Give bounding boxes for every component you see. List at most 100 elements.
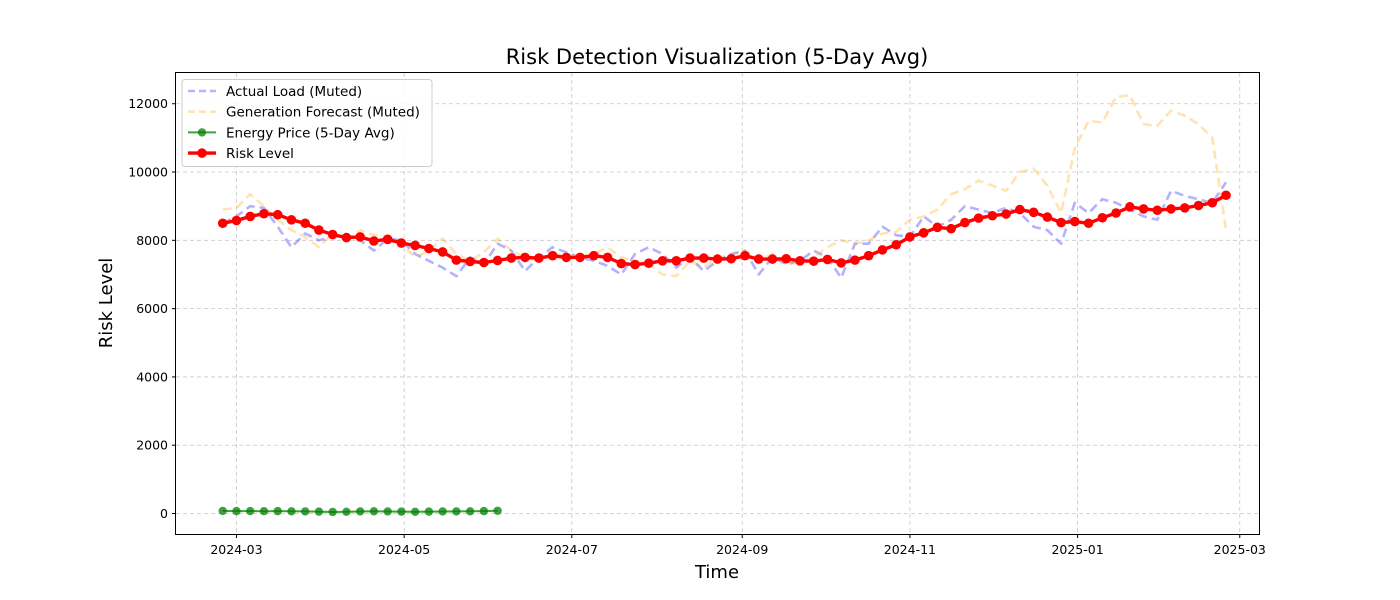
- x-axis: 2024-03 2024-05 2024-07 2024-09 2024-11 2025-…: [210, 534, 1266, 557]
- legend-item-3: Energy Price (5-Day Avg): [188, 125, 395, 141]
- plot-frame: [175, 72, 1260, 535]
- data-point: [218, 506, 227, 516]
- data-point: [493, 506, 502, 515]
- legend-marker: [197, 128, 207, 137]
- data-point: [987, 210, 998, 221]
- data-point: [437, 247, 448, 257]
- data-point: [259, 506, 269, 516]
- data-point: [1070, 216, 1080, 227]
- y-tick-label: 0: [160, 506, 168, 521]
- data-point: [272, 209, 283, 220]
- data-point: [561, 252, 572, 263]
- data-point: [300, 507, 310, 516]
- data-point: [643, 258, 654, 269]
- legend-label: Generation Forecast (Muted): [226, 105, 420, 121]
- data-point: [245, 211, 256, 222]
- data-point: [781, 253, 792, 264]
- data-point: [479, 506, 489, 516]
- data-point: [300, 218, 310, 229]
- data-point: [973, 213, 984, 223]
- data-point: [259, 208, 269, 219]
- data-point: [932, 222, 943, 233]
- data-point: [465, 507, 475, 516]
- data-point: [1207, 197, 1218, 208]
- data-point: [1221, 190, 1231, 201]
- y-tick-label: 2000: [136, 438, 168, 453]
- data-point: [314, 507, 324, 516]
- data-point: [287, 507, 296, 516]
- data-point: [1193, 200, 1204, 211]
- x-tick-label: 2024-11: [884, 542, 936, 557]
- data-point: [547, 250, 558, 261]
- x-tick-label: 2024-07: [546, 542, 598, 557]
- data-point: [808, 256, 819, 266]
- data-point: [1056, 217, 1066, 228]
- data-point: [602, 252, 613, 263]
- data-point: [342, 507, 351, 517]
- data-point: [355, 232, 365, 242]
- data-point: [452, 507, 461, 516]
- data-point: [382, 234, 393, 245]
- data-point: [424, 243, 434, 254]
- data-point: [1042, 212, 1053, 222]
- data-point: [286, 215, 297, 225]
- data-point: [1028, 207, 1039, 218]
- data-point: [630, 259, 640, 270]
- legend-label: Energy Price (5-Day Avg): [226, 125, 395, 141]
- y-tick-label: 6000: [136, 301, 168, 316]
- y-axis-title: Risk Level: [96, 258, 117, 349]
- data-point: [1111, 208, 1121, 218]
- data-point: [671, 256, 682, 266]
- data-point: [685, 253, 695, 263]
- data-point: [217, 218, 228, 229]
- data-point: [341, 232, 352, 243]
- data-point: [1152, 205, 1163, 216]
- data-point: [328, 507, 337, 517]
- data-point: [520, 252, 530, 263]
- x-tick-label: 2025-03: [1214, 542, 1266, 557]
- legend-item-1: Actual Load (Muted): [188, 84, 362, 100]
- data-point: [946, 223, 956, 234]
- data-point: [231, 215, 242, 226]
- data-point: [232, 506, 241, 516]
- data-point: [410, 507, 420, 517]
- data-point: [492, 255, 503, 266]
- legend-marker: [197, 148, 207, 158]
- data-point: [1015, 204, 1025, 215]
- data-point: [905, 232, 915, 242]
- data-point: [877, 245, 888, 255]
- data-point: [327, 229, 338, 240]
- data-point: [740, 250, 750, 261]
- data-point: [712, 254, 723, 264]
- x-tick-label: 2024-09: [716, 542, 768, 557]
- data-point: [822, 254, 833, 265]
- data-point: [383, 507, 392, 516]
- x-axis-title: Time: [694, 562, 739, 583]
- data-point: [575, 252, 585, 263]
- data-point: [369, 236, 379, 246]
- series-layer: [217, 93, 1231, 517]
- grid: [176, 73, 1259, 534]
- data-point: [506, 253, 517, 263]
- data-point: [355, 507, 365, 516]
- data-point: [698, 253, 709, 263]
- data-point: [795, 256, 805, 266]
- legend-item-2: Generation Forecast (Muted): [188, 105, 420, 121]
- data-point: [396, 238, 407, 248]
- data-point: [657, 256, 668, 266]
- data-point: [726, 253, 737, 264]
- y-axis: 0 2000 4000 6000 8000 10000 12000: [128, 96, 176, 521]
- data-point: [465, 256, 475, 267]
- legend: Actual Load (Muted) Generation Forecast (…: [181, 79, 433, 167]
- data-point: [438, 507, 447, 516]
- data-point: [960, 217, 970, 228]
- data-point: [246, 506, 255, 516]
- data-point: [616, 258, 627, 269]
- data-point: [534, 253, 544, 263]
- y-tick-label: 10000: [128, 165, 168, 180]
- data-point: [369, 507, 379, 516]
- data-point: [424, 507, 434, 516]
- data-point: [891, 239, 901, 250]
- y-tick-label: 12000: [128, 96, 168, 111]
